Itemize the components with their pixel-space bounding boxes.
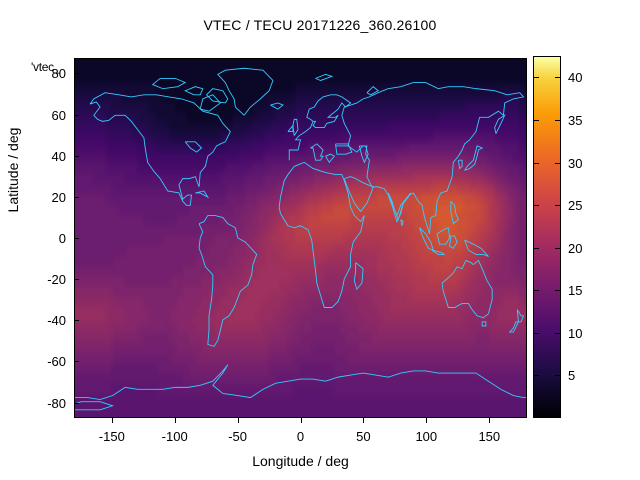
colorbar-tick-mark xyxy=(533,77,539,79)
y-tick-label: 80 xyxy=(51,66,66,82)
x-tick-mark xyxy=(174,418,176,423)
colorbar-tick-mark xyxy=(533,332,539,334)
y-tick-label: -60 xyxy=(47,354,66,370)
map-plot-area xyxy=(74,58,527,418)
colorbar-tick-mark xyxy=(533,375,539,377)
y-tick-label: 40 xyxy=(51,148,66,164)
colorbar-tick-mark xyxy=(555,375,561,377)
y-axis-label: Latitude / deg xyxy=(5,127,21,213)
colorbar xyxy=(533,56,561,418)
colorbar-tick-mark xyxy=(533,119,539,121)
x-tick-label: -100 xyxy=(161,429,188,444)
x-tick-mark xyxy=(363,418,365,423)
stray-overlay-label: 'vtec_ xyxy=(31,60,61,74)
colorbar-tick-label: 30 xyxy=(568,155,583,171)
y-tick-label: -40 xyxy=(47,313,66,329)
colorbar-tick-label: 15 xyxy=(568,283,583,299)
y-tick-label: 20 xyxy=(51,189,66,205)
x-tick-label: -150 xyxy=(98,429,125,444)
x-tick-label: 150 xyxy=(478,429,501,444)
colorbar-tick-mark xyxy=(533,205,539,207)
colorbar-tick-mark xyxy=(533,247,539,249)
colorbar-tick-mark xyxy=(555,119,561,121)
x-tick-mark xyxy=(300,418,302,423)
colorbar-tick-mark xyxy=(533,162,539,164)
colorbar-tick-label: 20 xyxy=(568,240,583,256)
x-tick-mark xyxy=(489,418,491,423)
colorbar-tick-mark xyxy=(555,247,561,249)
colorbar-tick-label: 10 xyxy=(568,325,583,341)
y-tick-mark xyxy=(74,320,79,322)
y-tick-label: 60 xyxy=(51,107,66,123)
x-tick-mark xyxy=(111,418,113,423)
x-tick-label: -50 xyxy=(228,429,247,444)
y-tick-mark xyxy=(74,114,79,116)
colorbar-tick-mark xyxy=(555,205,561,207)
y-tick-label: 0 xyxy=(58,231,66,246)
coastline-overlay xyxy=(75,59,526,417)
colorbar-tick-label: 5 xyxy=(568,368,576,384)
colorbar-tick-label: 25 xyxy=(568,198,583,214)
x-tick-label: 100 xyxy=(415,429,438,444)
page-title: VTEC / TECU 20171226_360.26100 xyxy=(203,17,437,33)
x-tick-label: 0 xyxy=(296,429,305,444)
colorbar-tick-mark xyxy=(555,77,561,79)
y-tick-mark xyxy=(74,238,79,239)
x-axis-label: Longitude / deg xyxy=(252,453,349,469)
y-tick-mark xyxy=(74,279,79,281)
x-tick-mark xyxy=(426,418,428,423)
x-tick-label: 50 xyxy=(356,429,371,444)
colorbar-tick-label: 35 xyxy=(568,112,583,128)
y-tick-mark xyxy=(74,361,79,363)
colorbar-tick-mark xyxy=(555,332,561,334)
colorbar-tick-mark xyxy=(555,162,561,164)
y-tick-mark xyxy=(74,402,79,404)
y-tick-mark xyxy=(74,196,79,198)
x-tick-mark xyxy=(237,418,239,423)
y-tick-mark xyxy=(74,73,79,75)
y-tick-mark xyxy=(74,155,79,157)
y-tick-label: -20 xyxy=(47,272,66,288)
colorbar-tick-mark xyxy=(533,290,539,292)
colorbar-tick-mark xyxy=(555,290,561,292)
y-tick-label: -80 xyxy=(47,395,66,411)
colorbar-tick-label: 40 xyxy=(568,70,583,86)
